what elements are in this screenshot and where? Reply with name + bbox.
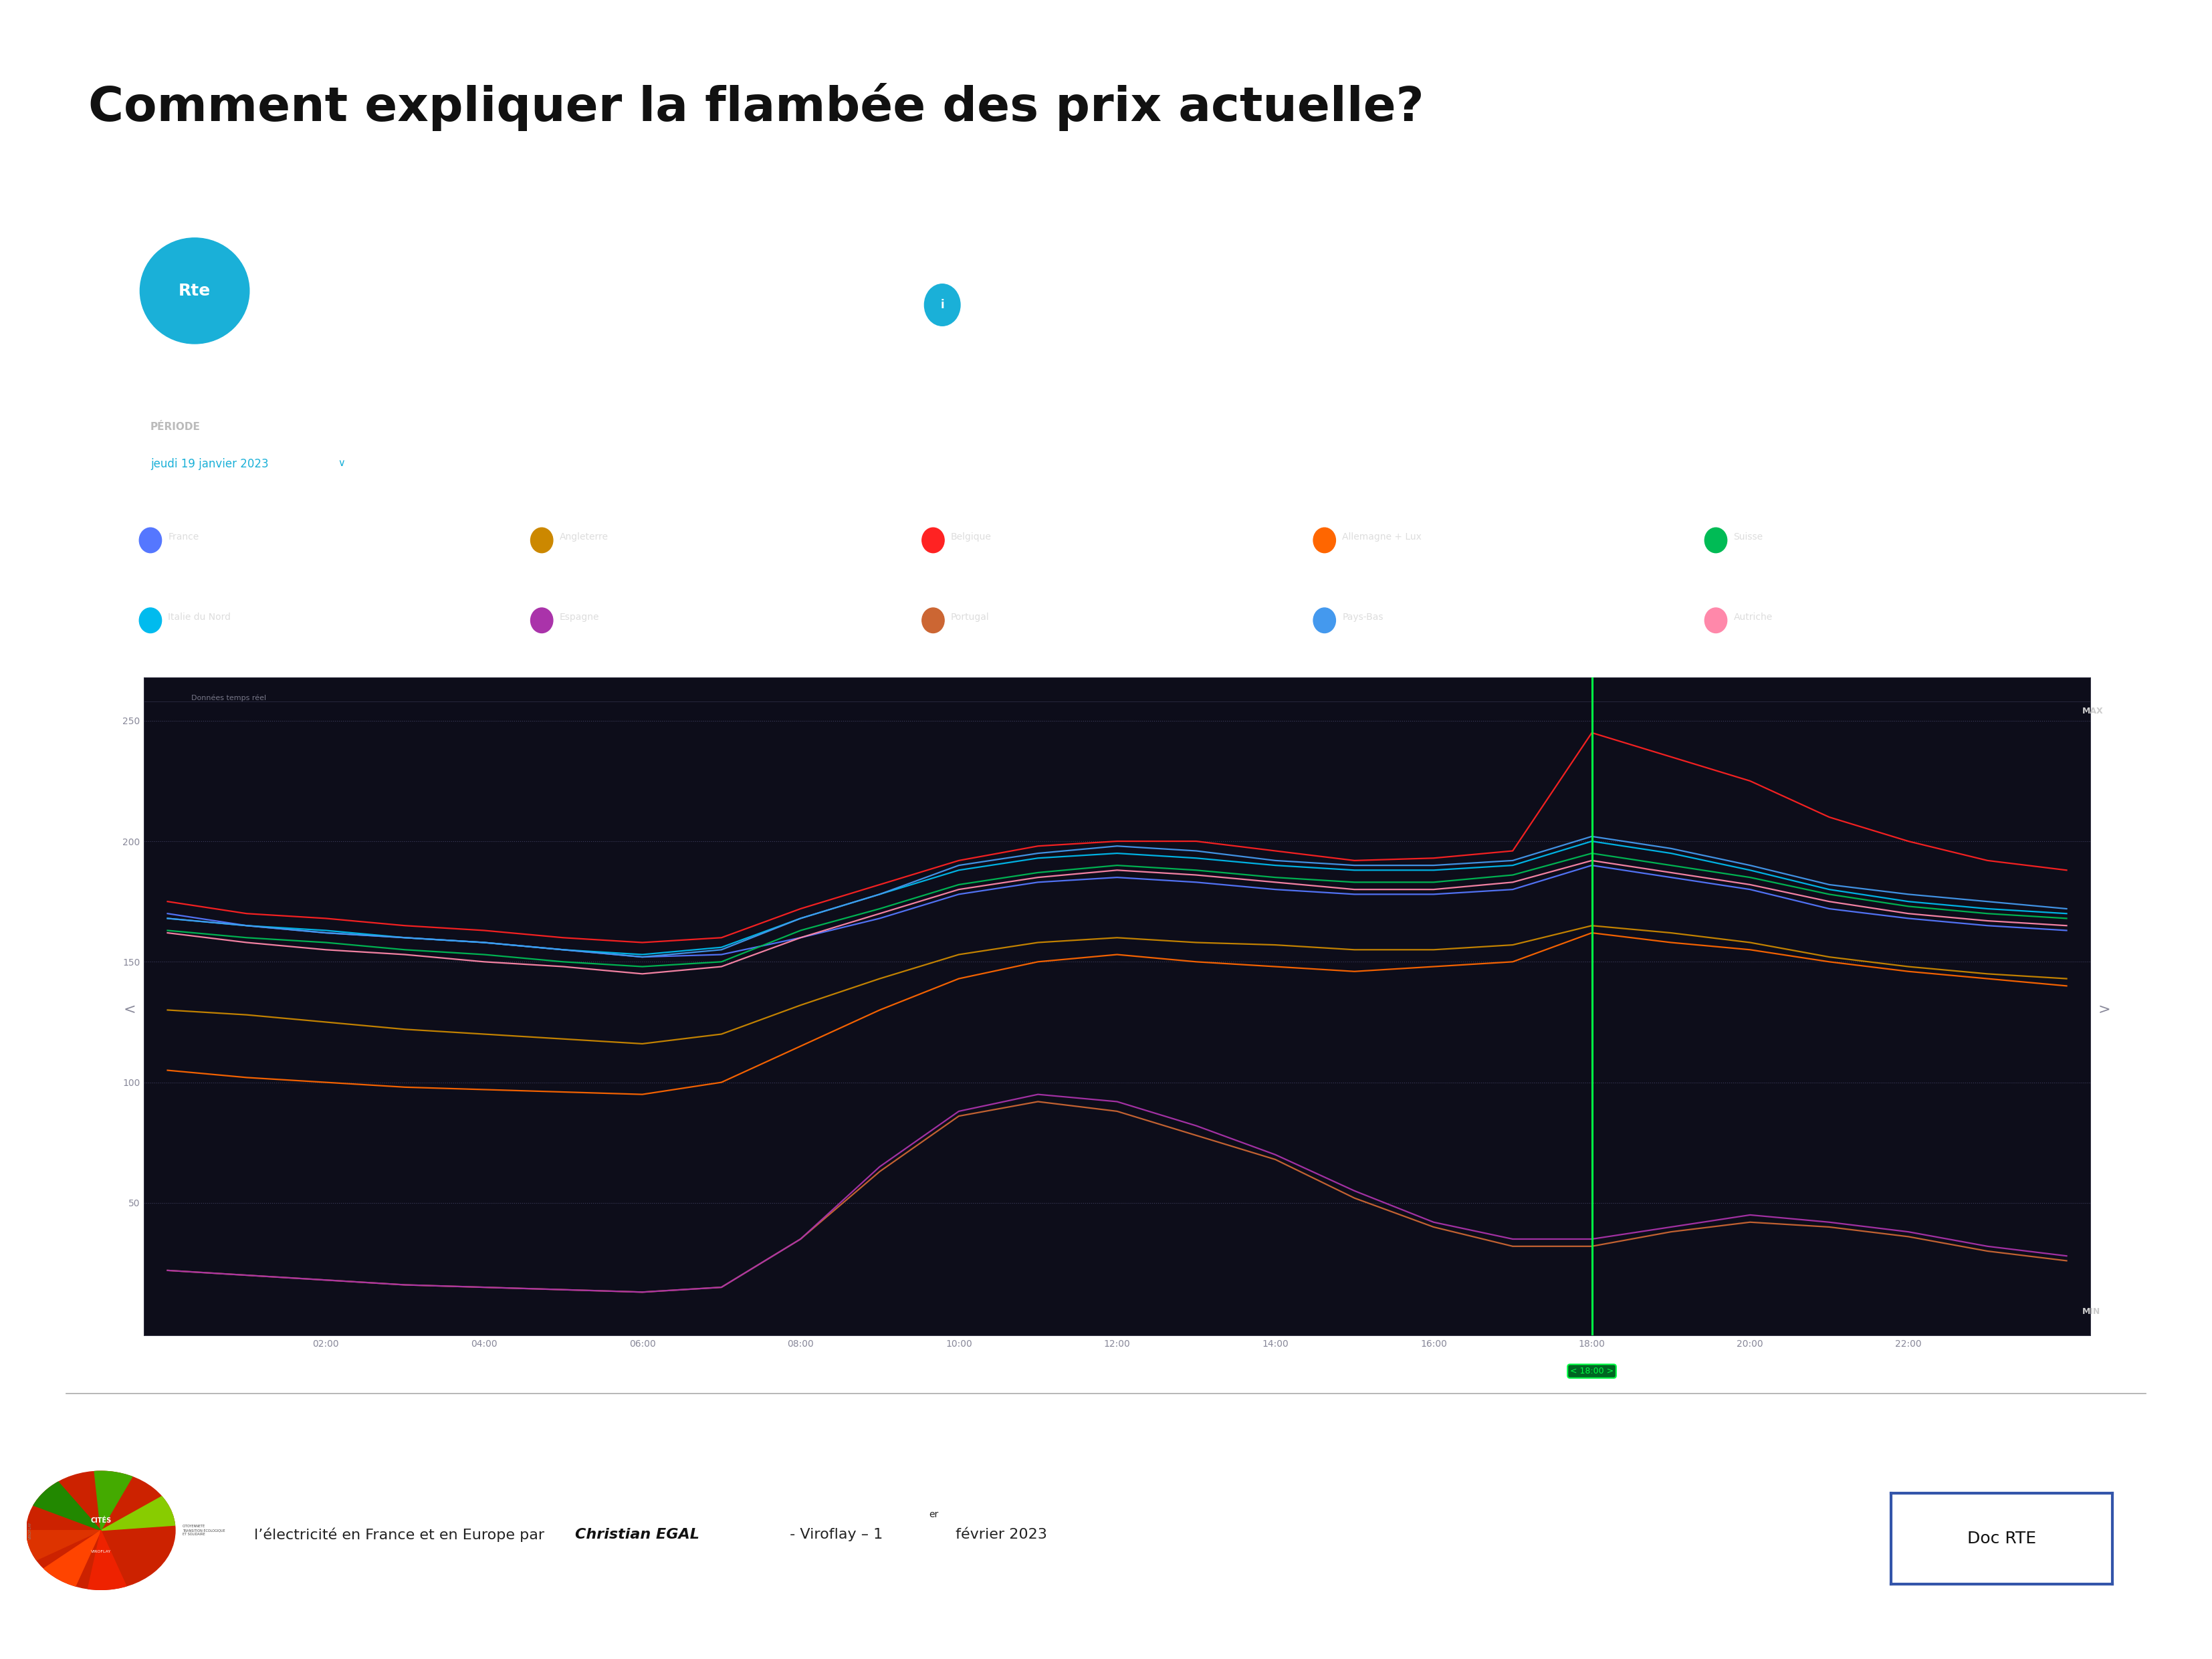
Text: Angleterre: Angleterre <box>560 533 608 541</box>
Ellipse shape <box>139 237 250 343</box>
Text: Espagne: Espagne <box>560 612 599 622</box>
Text: VIROFLAY: VIROFLAY <box>91 1550 111 1553</box>
Wedge shape <box>102 1496 175 1530</box>
Text: février 2023: février 2023 <box>951 1528 1046 1541</box>
Text: Portugal: Portugal <box>951 612 989 622</box>
Text: er: er <box>929 1510 938 1520</box>
Text: Doc RTE: Doc RTE <box>1966 1531 2037 1546</box>
Text: Pays-Bas: Pays-Bas <box>1343 612 1382 622</box>
Text: 2: 2 <box>403 305 414 322</box>
Text: MAX: MAX <box>2081 707 2104 715</box>
Text: Suisse: Suisse <box>1734 533 1763 541</box>
Wedge shape <box>44 1530 102 1586</box>
Wedge shape <box>88 1530 126 1589</box>
Text: PÉRIODE: PÉRIODE <box>150 421 201 431</box>
Text: l’électricité en France et en Europe par: l’électricité en France et en Europe par <box>254 1528 549 1541</box>
Text: éCO: éCO <box>270 284 330 310</box>
Circle shape <box>922 528 945 552</box>
Text: < 18:00 >: < 18:00 > <box>1571 1367 1613 1375</box>
Text: Données temps réel: Données temps réel <box>190 693 265 702</box>
Text: Christian EGAL: Christian EGAL <box>575 1528 699 1541</box>
Text: CITOYENNETÉ
TRANSITION ÉCOLOGIQUE
ET SOLIDAIRE: CITOYENNETÉ TRANSITION ÉCOLOGIQUE ET SOL… <box>181 1525 226 1536</box>
Circle shape <box>1705 607 1728 634</box>
Text: mix - Les données de marché: mix - Les données de marché <box>420 284 847 310</box>
Circle shape <box>1705 528 1728 552</box>
Text: 188,95€MWh: 188,95€MWh <box>1708 564 1783 574</box>
Circle shape <box>922 607 945 634</box>
Text: 174,98€MWh: 174,98€MWh <box>1708 644 1783 654</box>
Text: i: i <box>940 299 945 310</box>
Text: Rte: Rte <box>179 282 210 299</box>
Circle shape <box>531 528 553 552</box>
Text: - Viroflay – 1: - Viroflay – 1 <box>785 1528 883 1541</box>
Text: Italie du Nord: Italie du Nord <box>168 612 230 622</box>
Circle shape <box>531 607 553 634</box>
Text: jeudi 19 janvier 2023: jeudi 19 janvier 2023 <box>150 458 268 469</box>
Circle shape <box>27 1472 175 1589</box>
Text: Belgique: Belgique <box>951 533 991 541</box>
Text: 232,75€MWh: 232,75€MWh <box>925 564 1000 574</box>
Text: 229,47€MWh: 229,47€MWh <box>142 644 217 654</box>
Text: 229,47€MWh: 229,47€MWh <box>142 564 217 574</box>
Text: Autriche: Autriche <box>1734 612 1772 622</box>
Circle shape <box>139 607 161 634</box>
Circle shape <box>1314 607 1336 634</box>
Circle shape <box>1314 528 1336 552</box>
Text: <: < <box>124 1004 135 1017</box>
Circle shape <box>925 284 960 325</box>
Text: 197,57€MWh: 197,57€MWh <box>1316 644 1391 654</box>
Wedge shape <box>27 1530 102 1559</box>
Text: France: France <box>168 533 199 541</box>
Text: Comment expliquer la flambée des prix actuelle?: Comment expliquer la flambée des prix ac… <box>88 83 1425 131</box>
Wedge shape <box>95 1472 133 1530</box>
Text: 197,57€MWh: 197,57€MWh <box>1316 564 1391 574</box>
Text: >: > <box>2099 1004 2110 1017</box>
Text: 38,59€MWh: 38,59€MWh <box>533 644 602 654</box>
Wedge shape <box>33 1481 102 1530</box>
Text: 217,4€MWh: 217,4€MWh <box>533 564 602 574</box>
Circle shape <box>139 528 161 552</box>
Text: 38,59€MWh: 38,59€MWh <box>925 644 993 654</box>
Text: Allemagne + Lux: Allemagne + Lux <box>1343 533 1422 541</box>
Text: CITÉS: CITÉS <box>91 1518 111 1525</box>
Text: ∨: ∨ <box>332 458 345 468</box>
Text: VIROFLAY: VIROFLAY <box>29 1521 31 1540</box>
Text: MIN: MIN <box>2081 1307 2101 1316</box>
